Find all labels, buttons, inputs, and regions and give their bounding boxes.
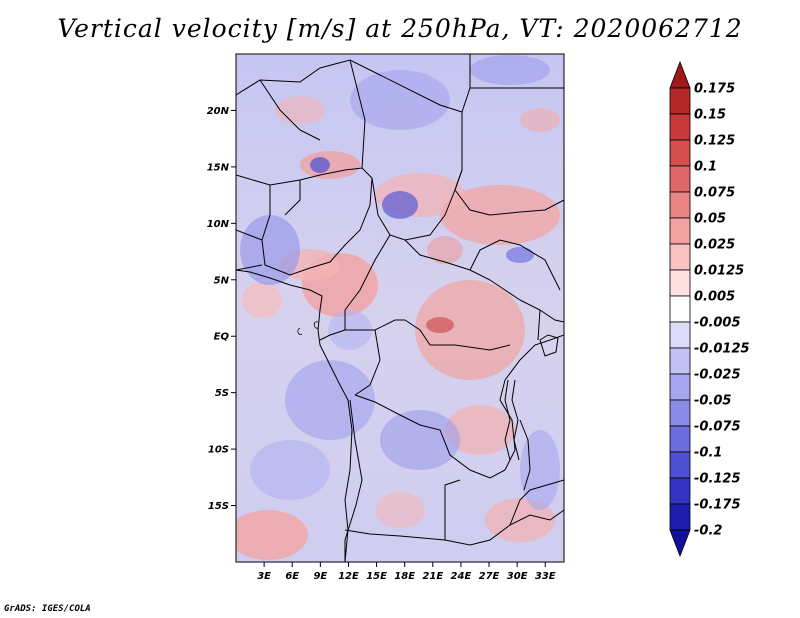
- colorbar-label: 0.15: [694, 108, 726, 123]
- lon-tick-label: 27E: [479, 571, 500, 582]
- chart-title: Vertical velocity [m/s] at 250hPa, VT: 2…: [57, 14, 743, 43]
- lon-tick-label: 3E: [257, 571, 271, 582]
- colorbar-segment: [669, 295, 691, 323]
- grads-credit: GrADS: IGES/COLA: [4, 604, 91, 614]
- colorbar-segment: [669, 347, 691, 375]
- colorbar-max-arrow: [669, 60, 691, 89]
- colorbar-label: -0.175: [694, 498, 741, 513]
- colorbar-segment: [669, 373, 691, 401]
- coastline: [236, 269, 353, 562]
- colorbar-label: 0.075: [694, 186, 735, 201]
- colorbar-segment: [669, 399, 691, 427]
- colorbar-segment: [669, 165, 691, 193]
- map-frame: [235, 53, 565, 563]
- colorbar-min-arrow: [669, 529, 691, 558]
- lat-tick-label: 5N: [214, 275, 230, 286]
- colorbar-segment: [669, 217, 691, 245]
- lon-tick-label: 33E: [535, 571, 556, 582]
- colorbar-label: 0.025: [694, 238, 735, 253]
- colorbar-segment: [669, 451, 691, 479]
- colorbar-label: -0.05: [694, 394, 731, 409]
- colorbar-segment: [669, 425, 691, 453]
- latitude-axis: 20N 15N 10N 5N EQ 5S 10S 15S: [207, 106, 236, 512]
- colorbar-label: -0.125: [694, 472, 741, 487]
- colorbar-label: -0.025: [694, 368, 741, 383]
- lat-tick-label: EQ: [214, 332, 230, 343]
- colorbar-segment: [669, 87, 691, 115]
- colorbar-label: 0.05: [694, 212, 726, 227]
- lat-tick-label: 5S: [215, 388, 229, 399]
- colorbar-label: 0.0125: [694, 264, 744, 279]
- lon-tick-label: 6E: [285, 571, 299, 582]
- colorbar-segment: [669, 113, 691, 141]
- colorbar-segment: [669, 243, 691, 271]
- lon-tick-label: 12E: [338, 571, 359, 582]
- colorbar-segment: [669, 477, 691, 505]
- colorbar-label: 0.1: [694, 160, 717, 175]
- colorbar-label: 0.175: [694, 82, 735, 97]
- colorbar-segment: [669, 503, 691, 531]
- lat-tick-label: 20N: [207, 106, 230, 117]
- lon-tick-label: 9E: [313, 571, 327, 582]
- lat-tick-label: 10N: [207, 219, 230, 230]
- map-field: [236, 54, 564, 562]
- colorbar-segment: [669, 269, 691, 297]
- lon-tick-label: 15E: [366, 571, 387, 582]
- colorbar-label: -0.0125: [694, 342, 750, 357]
- colorbar: 0.175 0.15 0.125 0.1 0.075 0.05 0.025 0.0125 0.0…: [669, 60, 750, 558]
- lon-tick-label: 24E: [451, 571, 472, 582]
- colorbar-segments: [669, 87, 691, 531]
- colorbar-label: 0.005: [694, 290, 735, 305]
- lon-tick-label: 18E: [394, 571, 415, 582]
- lon-tick-label: 21E: [422, 571, 443, 582]
- lat-tick-label: 10S: [208, 445, 229, 456]
- longitude-axis: 3E 6E 9E 12E 15E 18E 21E 24E 27E 30E 33E: [257, 562, 556, 582]
- colorbar-labels: 0.175 0.15 0.125 0.1 0.075 0.05 0.025 0.0125 0.0…: [694, 82, 750, 539]
- lon-tick-label: 30E: [507, 571, 528, 582]
- country-borders: [236, 54, 564, 562]
- colorbar-label: -0.005: [694, 316, 741, 331]
- colorbar-segment: [669, 321, 691, 349]
- lat-tick-label: 15N: [207, 162, 230, 173]
- velocity-field-patches: [236, 55, 560, 560]
- colorbar-segment: [669, 191, 691, 219]
- colorbar-segment: [669, 139, 691, 167]
- lat-tick-label: 15S: [208, 501, 229, 512]
- colorbar-label: -0.075: [694, 420, 741, 435]
- colorbar-label: 0.125: [694, 134, 735, 149]
- colorbar-label: -0.2: [694, 524, 722, 539]
- colorbar-label: -0.1: [694, 446, 722, 461]
